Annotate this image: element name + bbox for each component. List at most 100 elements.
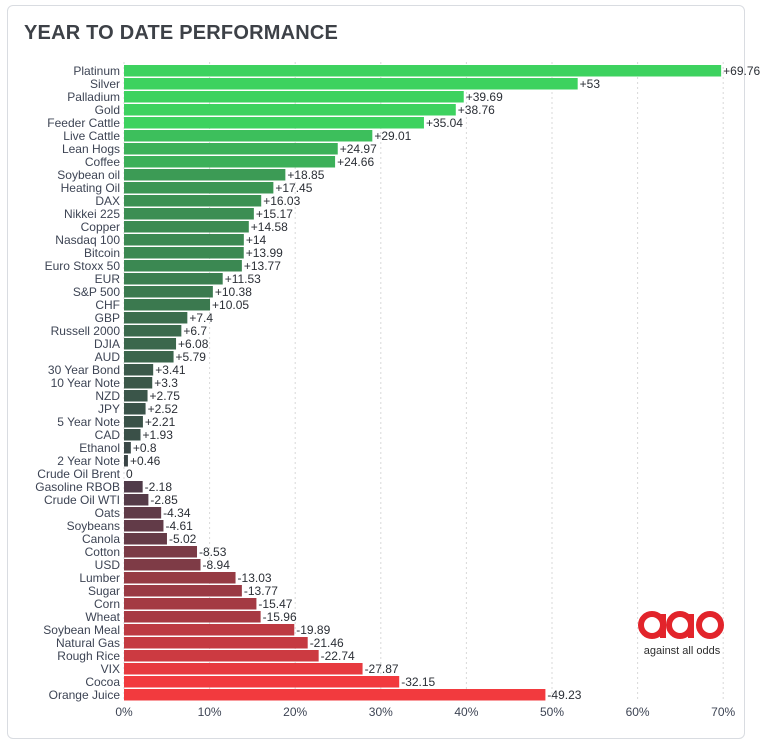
bar bbox=[124, 598, 257, 610]
category-label: JPY bbox=[98, 402, 120, 416]
value-label: +6.08 bbox=[178, 337, 209, 351]
category-label: Cocoa bbox=[85, 675, 120, 689]
category-label: Crude Oil Brent bbox=[37, 467, 120, 481]
category-label: Soybean Meal bbox=[43, 623, 120, 637]
bar bbox=[124, 572, 236, 584]
value-label: 0 bbox=[126, 467, 133, 481]
value-label: +69.76 bbox=[723, 64, 760, 78]
value-label: -15.96 bbox=[263, 610, 297, 624]
x-tick-label: 0% bbox=[115, 705, 133, 719]
category-label: 5 Year Note bbox=[57, 415, 120, 429]
bar bbox=[124, 611, 261, 623]
value-label: -49.23 bbox=[547, 688, 581, 702]
logo-text: against all odds bbox=[643, 645, 721, 657]
category-label: EUR bbox=[95, 272, 121, 286]
page-title: YEAR TO DATE PERFORMANCE bbox=[24, 22, 339, 44]
category-label: Coffee bbox=[85, 155, 120, 169]
value-label: +0.8 bbox=[133, 441, 157, 455]
category-label: Euro Stoxx 50 bbox=[45, 259, 121, 273]
x-tick-label: 30% bbox=[369, 705, 393, 719]
category-label: Nasdaq 100 bbox=[55, 233, 120, 247]
bar bbox=[124, 273, 223, 285]
bar bbox=[124, 286, 213, 298]
bar bbox=[124, 130, 373, 142]
category-label: 10 Year Note bbox=[51, 376, 121, 390]
value-label: -8.94 bbox=[203, 558, 231, 572]
category-label: Russell 2000 bbox=[51, 324, 121, 338]
value-label: +7.4 bbox=[189, 311, 213, 325]
bar bbox=[124, 182, 274, 194]
value-label: -22.74 bbox=[321, 649, 355, 663]
bar bbox=[124, 455, 128, 467]
category-label: Heating Oil bbox=[61, 181, 120, 195]
category-label: Ethanol bbox=[79, 441, 120, 455]
value-label: +13.99 bbox=[246, 246, 283, 260]
category-label: Corn bbox=[94, 597, 120, 611]
value-label: -8.53 bbox=[199, 545, 227, 559]
value-label: +1.93 bbox=[143, 428, 174, 442]
value-label: +10.05 bbox=[212, 298, 249, 312]
bar bbox=[124, 637, 308, 649]
bar bbox=[124, 520, 164, 532]
bar bbox=[124, 559, 201, 571]
bar bbox=[124, 533, 167, 545]
value-label: -13.03 bbox=[238, 571, 272, 585]
bar bbox=[124, 351, 174, 363]
x-axis-ticks: 0% 10% 20% 30% 40% 50% 60% 70% bbox=[115, 705, 735, 719]
category-label: Lumber bbox=[79, 571, 120, 585]
value-label: +6.7 bbox=[183, 324, 207, 338]
bar bbox=[124, 624, 295, 636]
category-label: 2 Year Note bbox=[57, 454, 120, 468]
category-label: Cotton bbox=[85, 545, 120, 559]
category-label: Wheat bbox=[85, 610, 120, 624]
x-tick-label: 10% bbox=[198, 705, 222, 719]
category-label: Platinum bbox=[73, 64, 120, 78]
value-label: +17.45 bbox=[275, 181, 312, 195]
bar bbox=[124, 481, 143, 493]
bar bbox=[124, 442, 131, 454]
bar bbox=[124, 195, 262, 207]
value-label: +15.17 bbox=[256, 207, 293, 221]
category-label: Orange Juice bbox=[49, 688, 121, 702]
value-label: -19.89 bbox=[296, 623, 330, 637]
bar bbox=[124, 260, 242, 272]
value-label: +2.21 bbox=[145, 415, 176, 429]
bar bbox=[124, 507, 162, 519]
category-label: Silver bbox=[90, 77, 120, 91]
category-label: Bitcoin bbox=[84, 246, 120, 260]
category-label: DAX bbox=[95, 194, 120, 208]
category-label: Gold bbox=[95, 103, 120, 117]
x-tick-label: 70% bbox=[711, 705, 735, 719]
value-label: +24.66 bbox=[337, 155, 374, 169]
bar bbox=[124, 234, 244, 246]
value-label: +39.69 bbox=[466, 90, 503, 104]
value-label: +24.97 bbox=[340, 142, 377, 156]
category-label: Natural Gas bbox=[56, 636, 120, 650]
x-tick-label: 40% bbox=[454, 705, 478, 719]
bar bbox=[124, 546, 198, 558]
bar bbox=[124, 663, 363, 675]
category-label: Nikkei 225 bbox=[64, 207, 120, 221]
category-label: Canola bbox=[82, 532, 120, 546]
value-label: +2.75 bbox=[150, 389, 181, 403]
value-label: +11.53 bbox=[225, 272, 261, 286]
value-label: +53 bbox=[580, 77, 601, 91]
value-label: +13.77 bbox=[244, 259, 281, 273]
category-label: Copper bbox=[81, 220, 120, 234]
x-tick-label: 50% bbox=[540, 705, 564, 719]
x-tick-label: 60% bbox=[626, 705, 650, 719]
bar bbox=[124, 156, 336, 168]
category-label: Gasoline RBOB bbox=[35, 480, 120, 494]
category-label: NZD bbox=[95, 389, 120, 403]
bars bbox=[124, 65, 722, 701]
category-label: USD bbox=[95, 558, 121, 572]
category-label: GBP bbox=[95, 311, 120, 325]
category-label: Soybean oil bbox=[57, 168, 120, 182]
value-label: +16.03 bbox=[263, 194, 300, 208]
bar bbox=[124, 91, 464, 103]
value-label: +3.41 bbox=[155, 363, 186, 377]
bar bbox=[124, 65, 722, 77]
value-label: -4.34 bbox=[163, 506, 191, 520]
bar bbox=[124, 364, 154, 376]
